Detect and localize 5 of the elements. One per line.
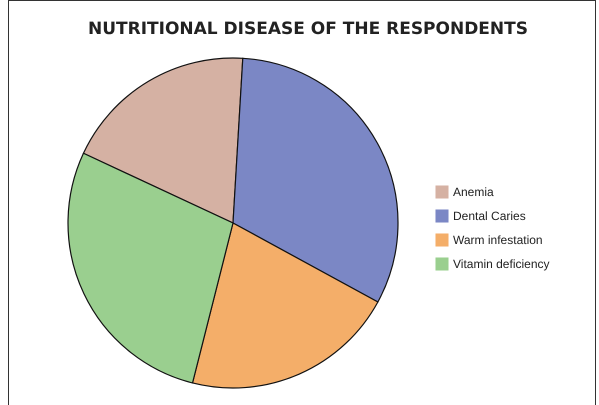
legend-label: Warm infestation [453,233,543,247]
legend-label: Dental Caries [453,209,526,223]
chart-title: NUTRITIONAL DISEASE OF THE RESPONDENTS [88,19,528,39]
legend-label: Vitamin deficiency [453,257,550,271]
legend-label: Anemia [453,185,494,199]
